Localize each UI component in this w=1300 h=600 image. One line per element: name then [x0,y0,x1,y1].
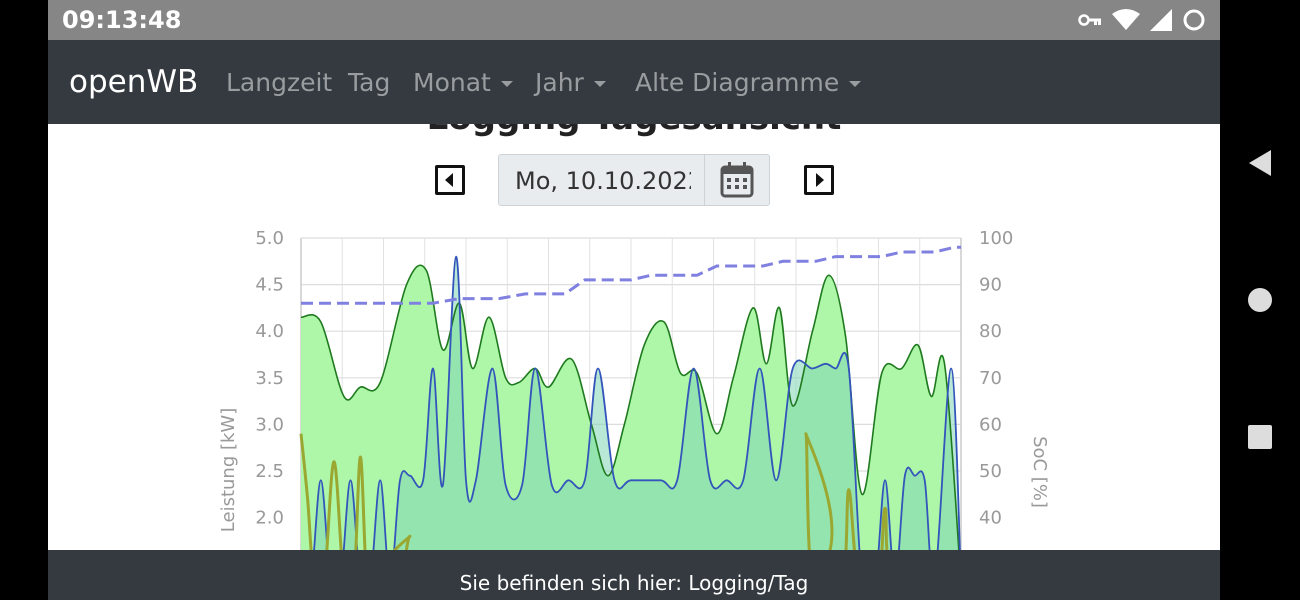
series-blue-fill [314,256,960,550]
chart-series [299,245,961,550]
next-day-button[interactable] [804,165,834,195]
arrow-right-icon [816,173,824,187]
nav-item-label: Jahr [535,68,584,97]
y2-tick-label: 70 [979,368,1002,389]
chevron-down-icon [849,81,862,87]
y-tick-label: 3.5 [255,368,284,389]
home-icon[interactable] [1245,285,1275,315]
date-picker[interactable]: Mo, 10.10.2022 [498,154,770,206]
y2-tick-label: 40 [979,508,1002,529]
brand-logo[interactable]: openWB [69,64,199,100]
nav-item-label: Tag [348,68,391,97]
nav-item-jahr[interactable]: Jahr [535,68,606,97]
nav-item-label: Langzeit [226,68,333,97]
y2-axis-title: SoC [%] [1029,436,1050,508]
chevron-down-icon [500,81,513,87]
status-icons [1078,8,1206,32]
recents-icon[interactable] [1245,422,1275,452]
y2-tick-label: 50 [979,461,1002,482]
nav-item-label: Monat [413,68,491,97]
calendar-button[interactable] [704,155,769,205]
nav-item-alte-diagramme[interactable]: Alte Diagramme [635,68,862,97]
power-soc-chart: 5.0 4.5 4.0 3.5 3.0 2.5 2.0 100 90 80 70 60 50 40 Lei… [218,228,1050,550]
chart-ticks: 5.0 4.5 4.0 3.5 3.0 2.5 2.0 100 90 80 70 60 50 40 [255,228,1013,529]
system-navigation-bar [1220,0,1300,600]
footer: Sie befinden sich hier: Logging/Tag [48,550,1220,600]
y-tick-label: 5.0 [255,228,284,249]
page-title: Logging Tagesansicht [48,124,1220,138]
calendar-icon [720,162,754,198]
sync-icon [1183,9,1205,31]
signal-icon [1150,9,1172,31]
key-icon [1078,14,1101,26]
y-tick-label: 2.0 [255,508,284,529]
y2-tick-label: 90 [979,275,1002,296]
status-time: 09:13:48 [62,6,182,34]
navbar: openWB Langzeit Tag Monat Jahr Alte Diag… [48,40,1220,124]
arrow-left-icon [445,173,453,187]
chevron-down-icon [593,81,606,87]
series-olive-line [299,432,889,550]
y-tick-label: 4.5 [255,275,284,296]
y2-tick-label: 80 [979,321,1002,342]
breadcrumb: Sie befinden sich hier: Logging/Tag [459,571,809,595]
nav-item-label: Alte Diagramme [635,68,840,97]
series-blue-line [313,255,961,550]
y-axis-title: Leistung [kW] [218,408,239,532]
nav-item-langzeit[interactable]: Langzeit [226,68,332,97]
nav-item-monat[interactable]: Monat [413,68,513,97]
back-icon[interactable] [1245,148,1275,178]
y-tick-label: 3.0 [255,414,284,435]
nav-item-tag[interactable]: Tag [348,68,390,97]
y-tick-label: 4.0 [255,321,284,342]
series-soc-dashed [301,245,961,305]
previous-day-button[interactable] [435,165,465,195]
y2-tick-label: 100 [979,228,1013,249]
y-tick-label: 2.5 [255,461,284,482]
main-content: Logging Tagesansicht Mo, 10.10.2022 [48,124,1220,550]
date-input[interactable]: Mo, 10.10.2022 [515,167,691,195]
wifi-icon [1112,9,1140,30]
status-bar: 09:13:48 [48,0,1220,40]
series-green-line [300,264,960,550]
y2-tick-label: 60 [979,414,1002,435]
